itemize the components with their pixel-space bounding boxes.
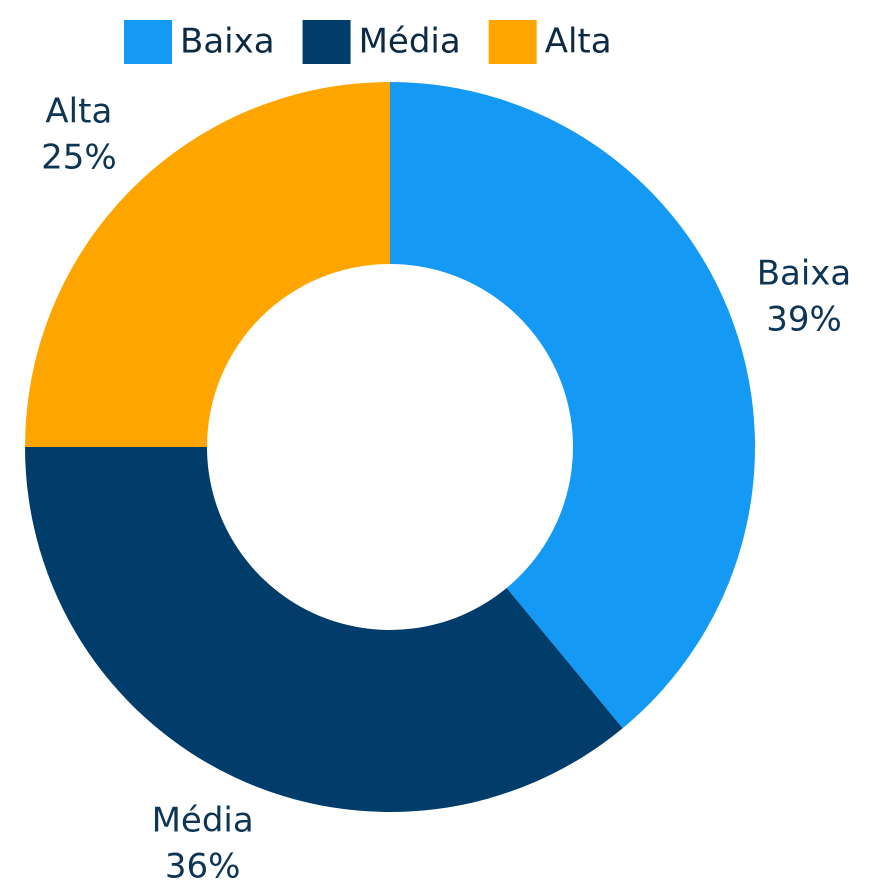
legend-label: Alta — [545, 22, 612, 62]
slice-value-label: 36% — [165, 847, 241, 887]
slice-label: Alta — [45, 91, 112, 131]
slice-label: Baixa — [757, 253, 852, 293]
legend-swatch — [124, 20, 172, 64]
pie-slice — [25, 447, 623, 812]
slice-label: Média — [152, 801, 254, 841]
legend-label: Média — [359, 22, 461, 62]
pie-slice — [25, 82, 390, 447]
legend-swatch — [302, 20, 351, 64]
slice-value-label: 39% — [766, 299, 842, 339]
slice-value-label: 25% — [41, 137, 117, 177]
pie-slice — [390, 82, 755, 729]
legend-swatch — [488, 20, 537, 64]
legend-label: Baixa — [180, 22, 275, 62]
